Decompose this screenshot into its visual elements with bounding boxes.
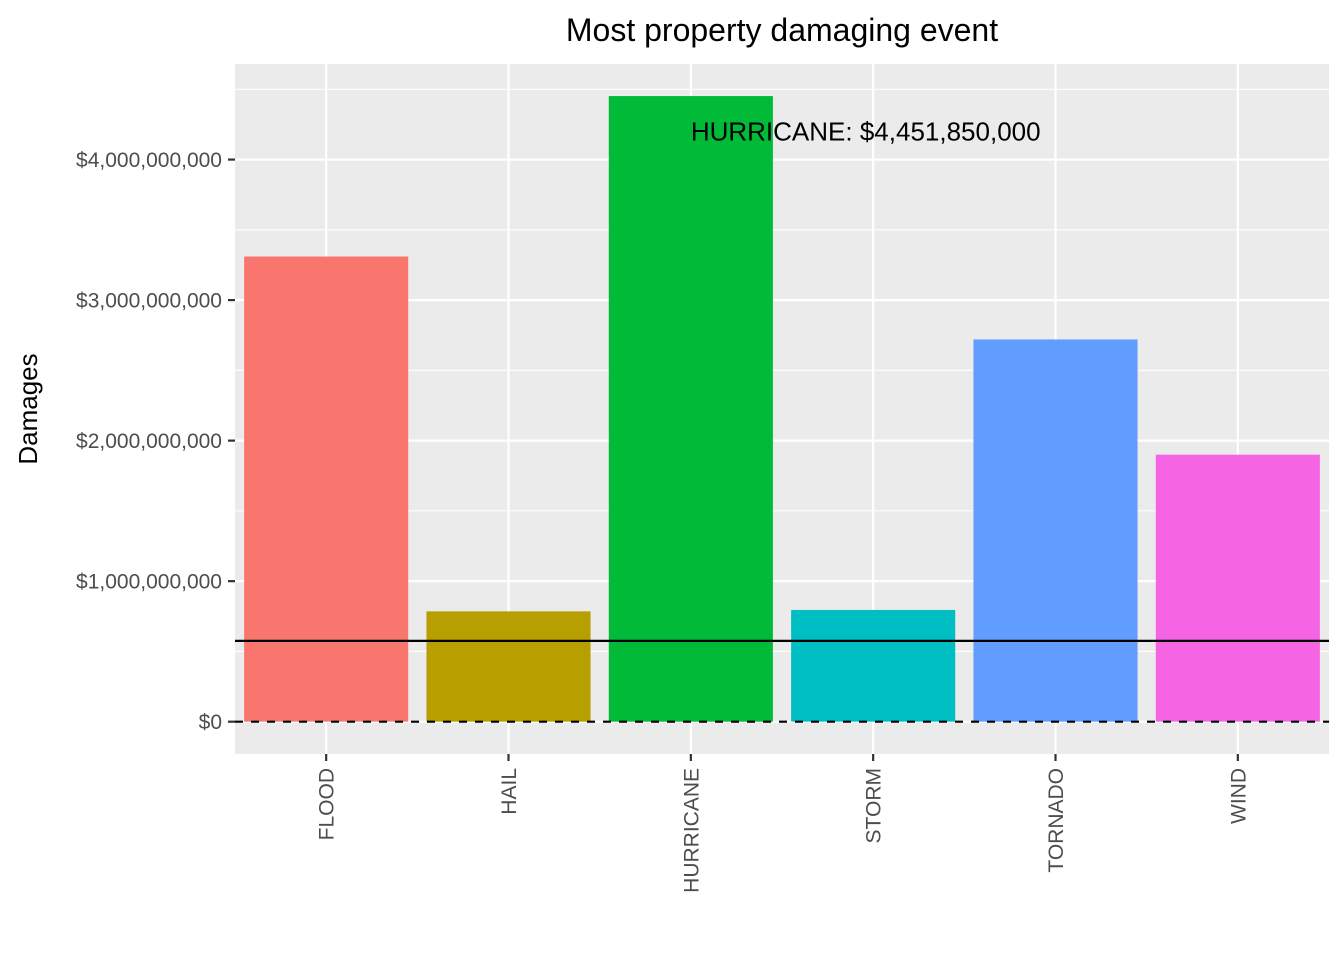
x-tick-label: TORNADO <box>1045 768 1068 873</box>
plot-panel <box>235 64 1329 754</box>
bar-hail <box>426 611 591 722</box>
y-tick-label: $4,000,000,000 <box>76 149 222 172</box>
annotations: HURRICANE: $4,451,850,000 <box>691 116 1041 146</box>
y-tick-label: $0 <box>199 711 222 734</box>
bar-hurricane <box>608 96 773 722</box>
bar-wind <box>1155 454 1320 722</box>
y-axis-label: Damages <box>13 353 43 464</box>
x-tick-label: HAIL <box>498 768 521 815</box>
reference-lines <box>235 639 1329 723</box>
bars <box>244 96 1320 722</box>
x-tick-label: FLOOD <box>316 768 339 840</box>
x-axis: FLOOD HAIL HURRICANE STORM TORNADO WIND <box>316 754 1250 893</box>
max-value-annotation: HURRICANE: $4,451,850,000 <box>691 116 1041 146</box>
y-axis: $0 $1,000,000,000 $2,000,000,000 $3,000,000… <box>76 149 235 734</box>
bar-flood <box>244 256 409 722</box>
x-tick-label: WIND <box>1227 768 1250 824</box>
x-tick-label: HURRICANE <box>680 768 703 893</box>
y-tick-label: $1,000,000,000 <box>76 571 222 594</box>
x-tick-label: STORM <box>863 768 886 843</box>
bar-storm <box>791 609 956 722</box>
bar-tornado <box>973 339 1138 722</box>
y-tick-label: $3,000,000,000 <box>76 290 222 313</box>
y-tick-label: $2,000,000,000 <box>76 430 222 453</box>
chart-title: Most property damaging event <box>566 12 998 48</box>
